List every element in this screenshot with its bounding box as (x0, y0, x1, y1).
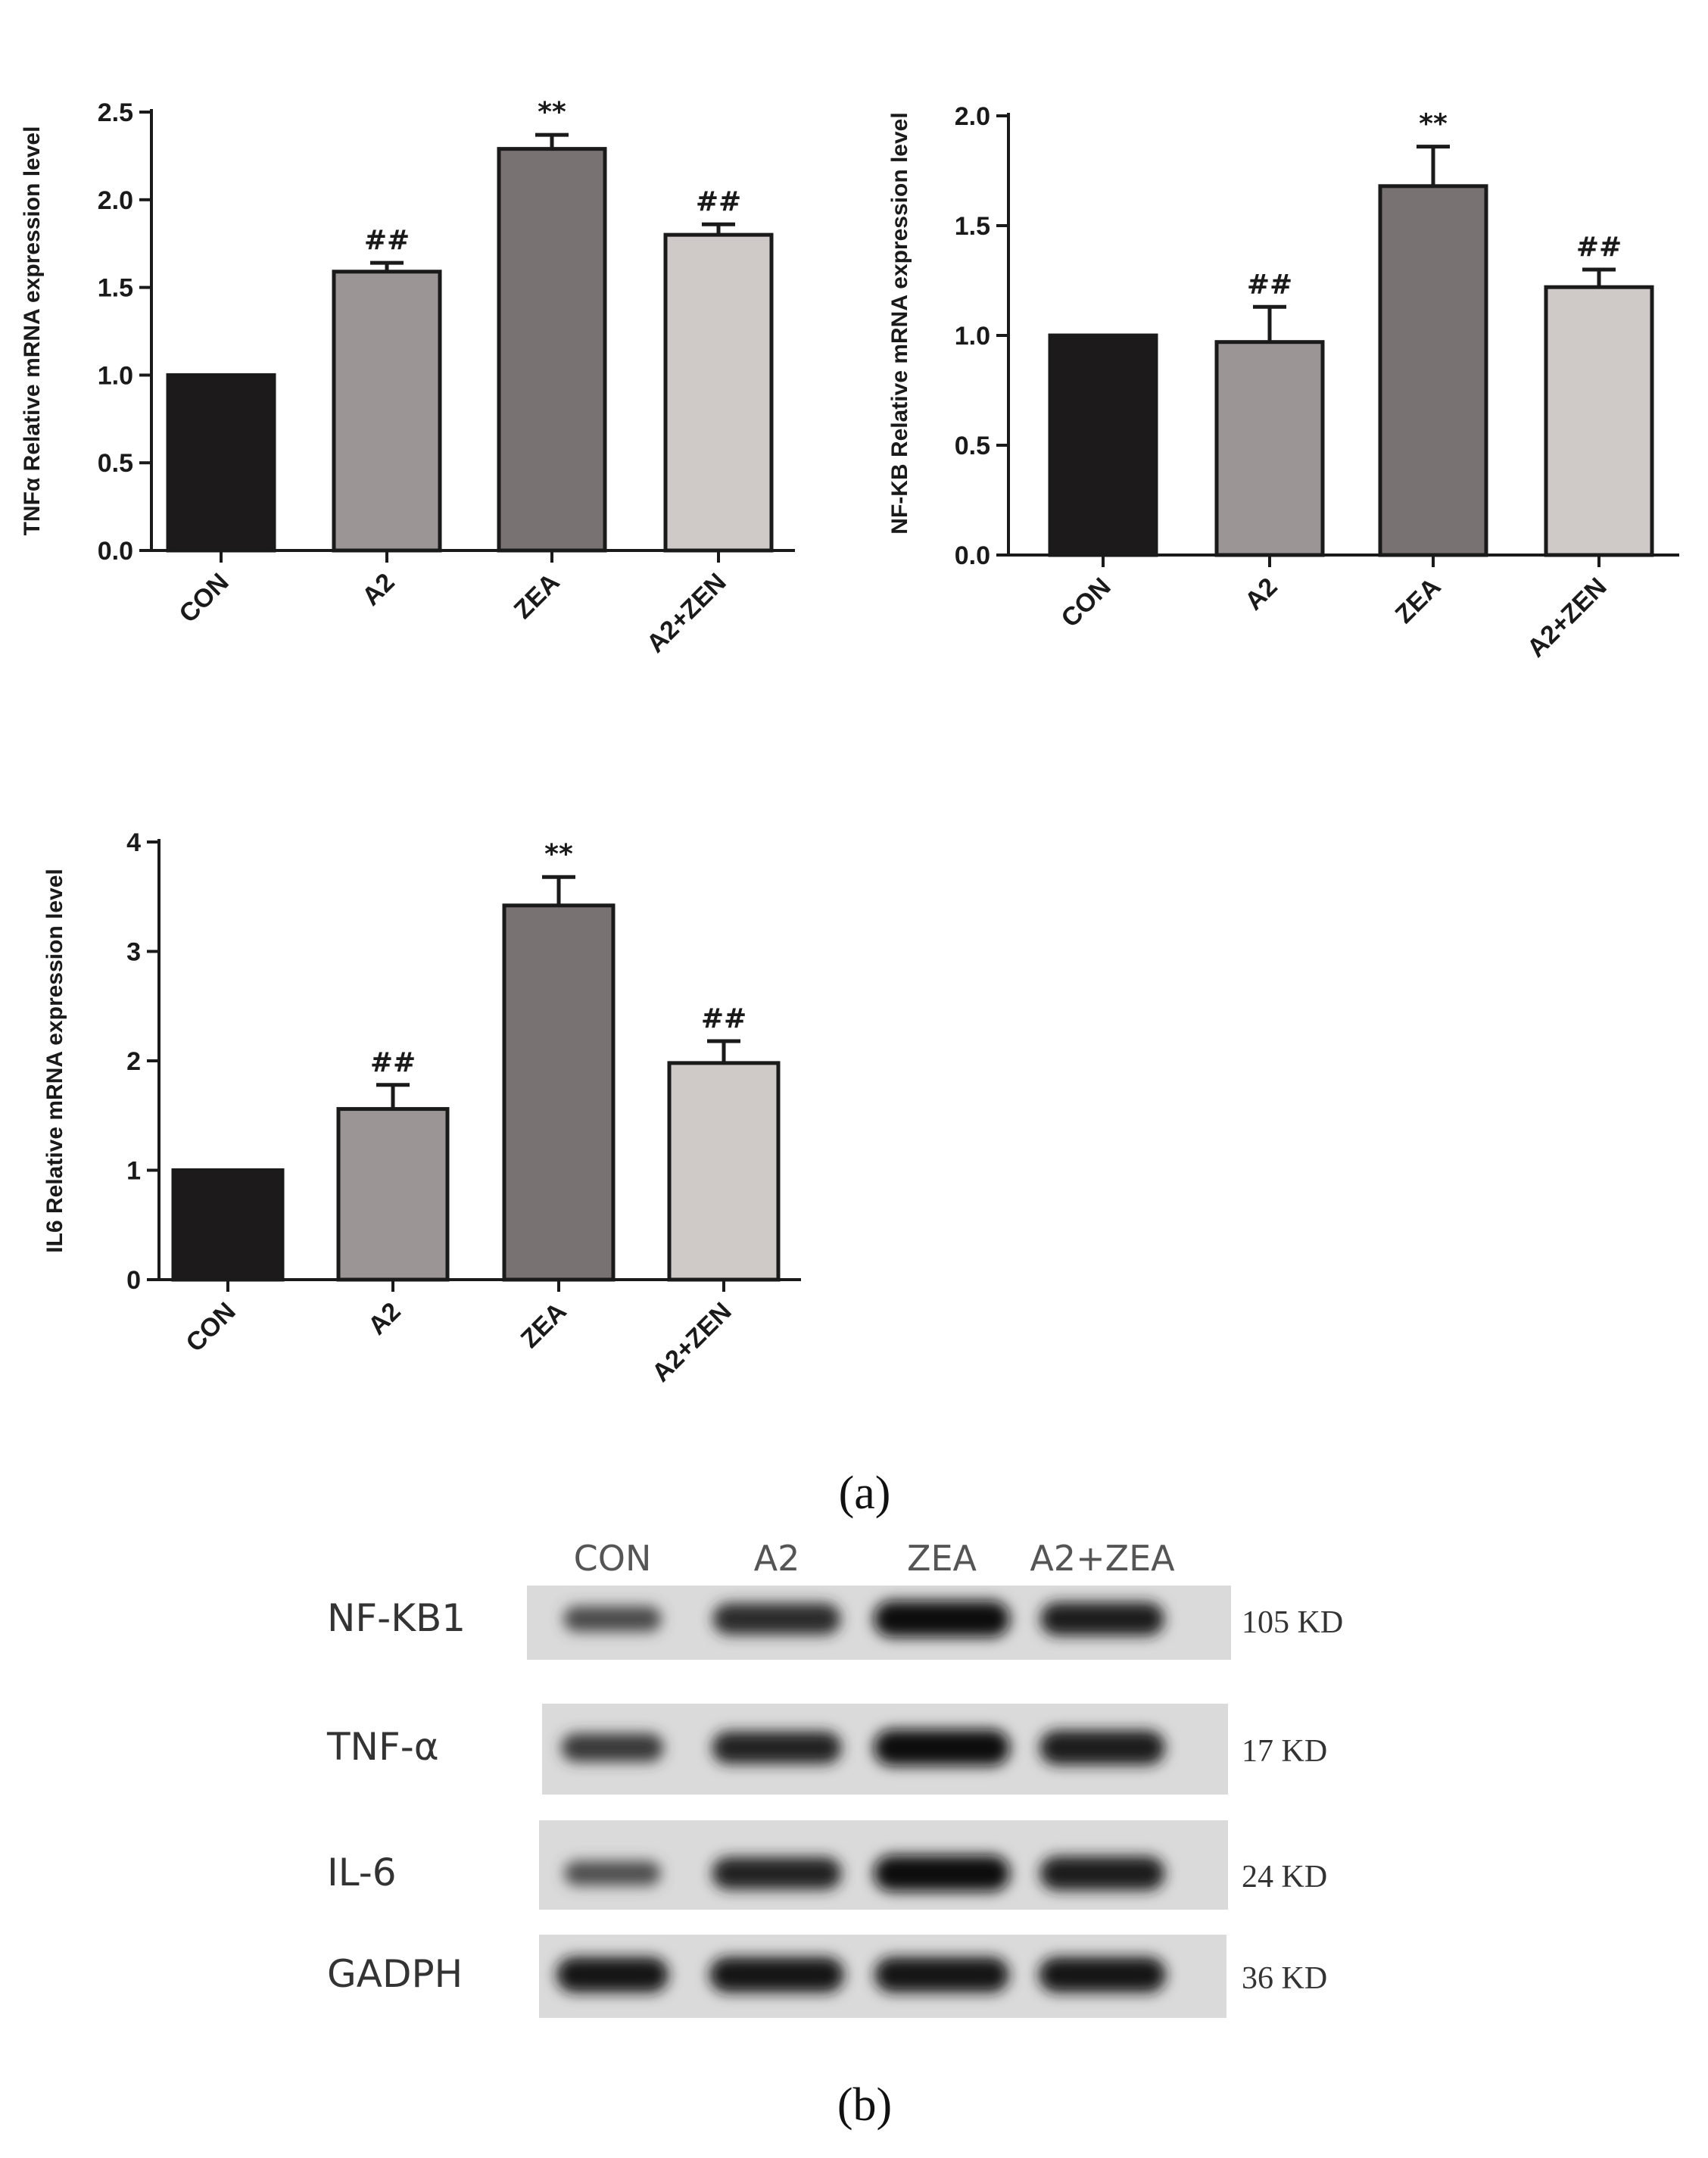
x-tick-label: ZEA (1390, 572, 1447, 629)
western-blot: CON A2 ZEA A2+ZEA NF-KB1 105 KD TNF-α 17 KD IL-6… (326, 1538, 1343, 2018)
blot-band (1039, 1957, 1166, 1993)
bar-a2+zen (663, 232, 774, 553)
blot-band (712, 1603, 841, 1635)
y-tick-label: 3 (126, 938, 141, 967)
significance-stars: ** (1419, 109, 1448, 140)
blot-band (712, 1731, 842, 1764)
tnfa-bar-chart: ## ** ## 0.0 0.5 1.0 1.5 2.0 2.5 CON A2 ZEA A2+ZEN TN… (20, 97, 795, 659)
bar-a2+zen (667, 1061, 781, 1282)
y-tick-label: 1.0 (98, 361, 133, 390)
y-tick-label: 2.0 (98, 186, 133, 215)
x-tick-label: CON (1055, 572, 1116, 633)
blot-band (564, 1860, 661, 1886)
bar-a2+zen (1544, 285, 1654, 557)
x-tick-label: ZEA (516, 1297, 572, 1354)
blot-size-label: 105 KD (1242, 1605, 1343, 1640)
blot-band (874, 1729, 1010, 1766)
x-tick-label: A2 (363, 1297, 407, 1341)
bar-zea (1378, 184, 1488, 557)
bar-zea (497, 147, 607, 553)
significance-hash: ## (364, 225, 410, 256)
y-tick-label: 4 (126, 828, 141, 857)
blot-band (1039, 1730, 1165, 1765)
blot-size-label: 36 KD (1242, 1961, 1327, 1996)
blot-band (563, 1606, 662, 1632)
x-tick-label: A2+ZEN (641, 568, 732, 659)
lane-label-zea: ZEA (907, 1538, 977, 1579)
y-tick-label: 0.0 (98, 537, 133, 566)
significance-stars: ** (538, 97, 566, 128)
il6-bar-chart: ## ** ## 0 1 2 3 4 CON A2 ZEA A2+ZEN IL6 Relative mR… (42, 828, 801, 1388)
blot-band (874, 1601, 1010, 1637)
bar-a2 (332, 270, 442, 553)
y-axis-label: TNFα Relative mRNA expression level (20, 126, 45, 536)
panel-label-a: (a) (839, 1467, 891, 1519)
bar-a2 (336, 1107, 450, 1282)
x-tick-label: A2+ZEN (647, 1297, 737, 1388)
y-tick-label: 0.5 (98, 449, 133, 478)
y-axis-label: IL6 Relative mRNA expression level (42, 869, 67, 1252)
significance-hash: ## (370, 1047, 416, 1078)
blot-band (1039, 1856, 1165, 1891)
blot-protein-label: GADPH (327, 1952, 463, 1996)
bar-con (171, 1168, 285, 1282)
lane-label-a2+zea: A2+ZEA (1030, 1538, 1175, 1579)
significance-hash: ## (696, 186, 741, 217)
blot-band (874, 1957, 1009, 1993)
y-axis-label: NF-KB Relative mRNA expression level (887, 112, 912, 534)
blot-protein-label: IL-6 (327, 1851, 397, 1894)
blot-size-label: 24 KD (1242, 1860, 1327, 1894)
bar-a2 (1214, 340, 1325, 557)
y-tick-label: 1 (126, 1157, 141, 1186)
blot-size-label: 17 KD (1242, 1734, 1327, 1769)
bar-con (166, 373, 276, 553)
significance-hash: ## (1576, 232, 1622, 263)
lane-label-con: CON (574, 1538, 652, 1579)
y-tick-label: 1.5 (98, 274, 133, 303)
bar-zea (502, 903, 616, 1282)
lane-label-a2: A2 (754, 1538, 800, 1579)
x-tick-label: ZEA (509, 568, 566, 625)
blot-protein-label: TNF-α (326, 1725, 439, 1769)
significance-hash: ## (1247, 269, 1292, 300)
x-tick-label: CON (180, 1297, 241, 1358)
blot-protein-label: NF-KB1 (327, 1596, 466, 1640)
y-tick-label: 2.0 (955, 102, 990, 131)
significance-hash: ## (701, 1003, 746, 1034)
y-tick-label: 0 (126, 1266, 141, 1295)
y-tick-label: 1.0 (955, 322, 990, 351)
nfkb-bar-chart: ## ** ## 0.0 0.5 1.0 1.5 2.0 CON A2 ZEA A2+ZEN NF-KB… (887, 102, 1679, 663)
blot-band (1040, 1601, 1164, 1636)
panel-label-b: (b) (837, 2079, 892, 2131)
bar-con (1048, 333, 1158, 557)
y-tick-label: 0.0 (955, 541, 990, 570)
significance-stars: ** (544, 839, 573, 870)
x-tick-label: CON (173, 568, 234, 628)
y-tick-label: 1.5 (955, 212, 990, 241)
blot-band (561, 1733, 664, 1762)
x-tick-label: A2 (357, 568, 401, 612)
x-tick-label: A2 (1239, 572, 1283, 616)
blot-band (556, 1957, 669, 1993)
blot-band (874, 1855, 1010, 1891)
blot-band (712, 1857, 842, 1890)
y-tick-label: 0.5 (955, 432, 990, 460)
y-tick-label: 2 (126, 1047, 141, 1076)
y-tick-label: 2.5 (98, 98, 133, 127)
blot-band (709, 1957, 844, 1993)
x-tick-label: A2+ZEN (1522, 572, 1613, 663)
